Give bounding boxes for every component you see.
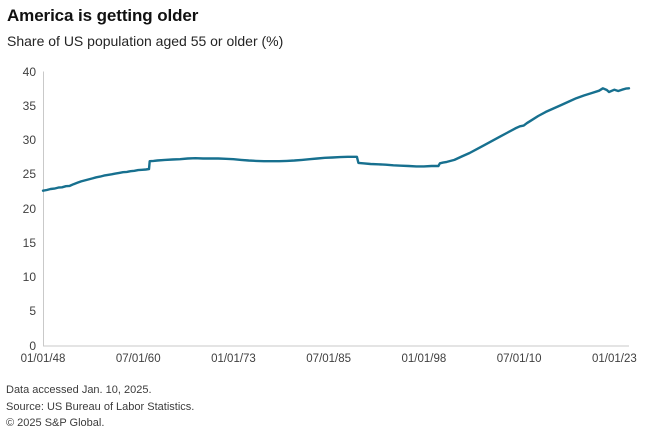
footer-source: Source: US Bureau of Labor Statistics.	[6, 400, 195, 413]
axis-lines	[43, 71, 629, 347]
y-tick-label: 15	[22, 235, 36, 250]
y-tick-label: 40	[22, 64, 36, 79]
y-tick-label: 0	[29, 338, 36, 353]
y-tick-label: 5	[29, 304, 36, 319]
y-tick-label: 30	[22, 133, 36, 147]
y-tick-label: 25	[22, 167, 36, 182]
y-tick-label: 20	[22, 201, 36, 216]
x-tick-label: 01/01/48	[20, 353, 66, 365]
y-tick-label: 10	[22, 270, 36, 284]
x-tick-label: 07/01/10	[496, 353, 542, 365]
x-tick-label: 07/01/60	[115, 353, 161, 365]
x-tick-label: 07/01/85	[306, 353, 352, 365]
x-tick-label: 01/01/98	[401, 353, 447, 365]
footer-data-accessed: Data accessed Jan. 10, 2025.	[6, 384, 152, 396]
y-tick-label: 35	[22, 98, 36, 113]
chart-footer: Data accessed Jan. 10, 2025. Source: US …	[6, 382, 194, 432]
x-tick-label: 01/01/23	[591, 353, 637, 365]
footer-copyright: © 2025 S&P Global.	[6, 417, 105, 429]
x-tick-label: 01/01/73	[211, 353, 256, 365]
chart-subtitle: Share of US population aged 55 or older …	[7, 33, 284, 49]
chart-title: America is getting older	[7, 6, 199, 25]
population-share-line	[41, 87, 631, 192]
